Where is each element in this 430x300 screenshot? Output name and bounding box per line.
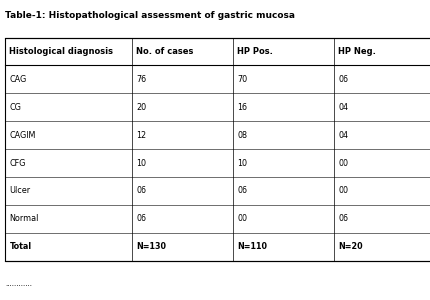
Text: 00: 00 bbox=[338, 158, 348, 167]
Text: 06: 06 bbox=[338, 214, 348, 223]
Text: Histological diagnosis: Histological diagnosis bbox=[9, 47, 114, 56]
Bar bbox=[5, 38, 430, 261]
Text: 10: 10 bbox=[136, 158, 146, 167]
Text: 06: 06 bbox=[136, 186, 146, 196]
Text: 12: 12 bbox=[136, 131, 147, 140]
Text: 70: 70 bbox=[237, 75, 248, 84]
Text: Ulcer: Ulcer bbox=[9, 186, 31, 196]
Text: 76: 76 bbox=[136, 75, 147, 84]
Text: 08: 08 bbox=[237, 131, 247, 140]
Text: N=130: N=130 bbox=[136, 242, 166, 251]
Text: Total: Total bbox=[9, 242, 31, 251]
Text: CAG: CAG bbox=[9, 75, 27, 84]
Text: N=20: N=20 bbox=[338, 242, 363, 251]
Text: 04: 04 bbox=[338, 103, 348, 112]
Text: 00: 00 bbox=[237, 214, 247, 223]
Text: CG: CG bbox=[9, 103, 22, 112]
Text: 00: 00 bbox=[338, 186, 348, 196]
Text: 06: 06 bbox=[338, 75, 348, 84]
Text: 06: 06 bbox=[237, 186, 247, 196]
Text: 10: 10 bbox=[237, 158, 247, 167]
Text: 06: 06 bbox=[136, 214, 146, 223]
Text: HP Neg.: HP Neg. bbox=[338, 47, 376, 56]
Text: CAGIM: CAGIM bbox=[9, 131, 36, 140]
Text: No. of cases: No. of cases bbox=[136, 47, 194, 56]
Text: ............: ............ bbox=[5, 280, 32, 286]
Text: N=110: N=110 bbox=[237, 242, 267, 251]
Text: CFG: CFG bbox=[9, 158, 26, 167]
Text: 20: 20 bbox=[136, 103, 147, 112]
Text: Table-1: Histopathological assessment of gastric mucosa: Table-1: Histopathological assessment of… bbox=[5, 11, 295, 20]
Text: Normal: Normal bbox=[9, 214, 39, 223]
Text: 16: 16 bbox=[237, 103, 247, 112]
Text: 04: 04 bbox=[338, 131, 348, 140]
Text: HP Pos.: HP Pos. bbox=[237, 47, 273, 56]
